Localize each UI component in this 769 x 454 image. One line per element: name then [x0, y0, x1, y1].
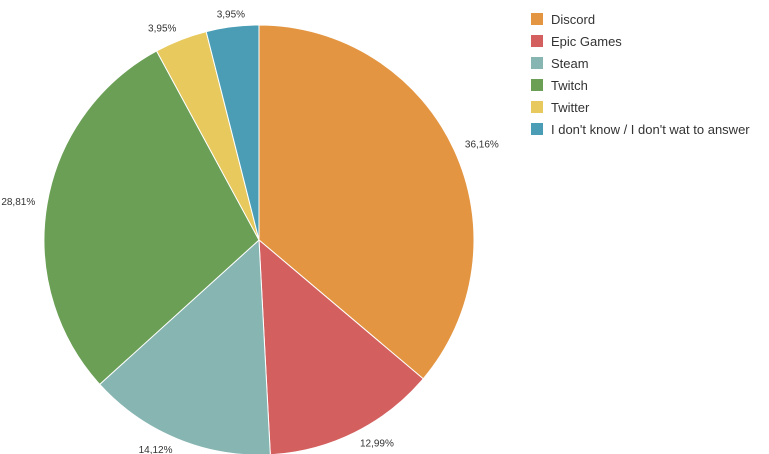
- pie-slice-steam[interactable]: [98, 238, 271, 454]
- legend: Discord Epic Games Steam Twitch Twitter …: [531, 8, 750, 140]
- pie-value-label: 28,81%: [1, 197, 35, 208]
- pie-slice-discord[interactable]: [258, 24, 475, 380]
- legend-item-twitch[interactable]: Twitch: [531, 74, 750, 96]
- legend-item-dont-know[interactable]: I don't know / I don't wat to answer: [531, 118, 750, 140]
- legend-swatch: [531, 35, 543, 47]
- pie-value-labels: 36,16% 12,99% 14,12% 28,81% 3,95% 3,95%: [1, 10, 499, 454]
- legend-label: Twitter: [551, 99, 590, 115]
- pie-value-label: 3,95%: [148, 24, 176, 35]
- legend-swatch: [531, 101, 543, 113]
- legend-swatch: [531, 13, 543, 25]
- legend-label: Epic Games: [551, 33, 622, 49]
- pie-slice-i-don-t-know-i-don-t-wat-to-answer[interactable]: [205, 24, 260, 241]
- pie-value-label: 14,12%: [139, 445, 173, 454]
- legend-label: Steam: [551, 55, 589, 71]
- pie-slice-twitch[interactable]: [43, 50, 260, 386]
- legend-swatch: [531, 123, 543, 135]
- pie-value-label: 12,99%: [360, 438, 394, 449]
- legend-label: Twitch: [551, 77, 588, 93]
- legend-item-steam[interactable]: Steam: [531, 52, 750, 74]
- legend-swatch: [531, 57, 543, 69]
- legend-item-discord[interactable]: Discord: [531, 8, 750, 30]
- legend-label: I don't know / I don't wat to answer: [551, 121, 750, 137]
- legend-swatch: [531, 79, 543, 91]
- legend-item-epic-games[interactable]: Epic Games: [531, 30, 750, 52]
- pie-value-label: 3,95%: [217, 10, 245, 21]
- pie-slices: [43, 24, 475, 454]
- pie-value-label: 36,16%: [465, 139, 499, 150]
- legend-label: Discord: [551, 11, 596, 27]
- legend-item-twitter[interactable]: Twitter: [531, 96, 750, 118]
